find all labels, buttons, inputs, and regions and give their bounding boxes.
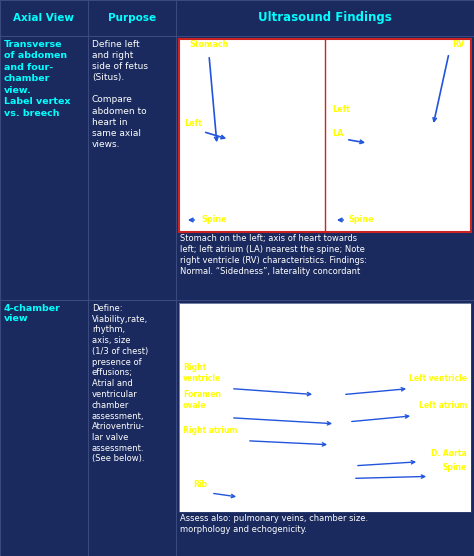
Text: Define:
Viability,rate,
rhythm,
axis, size
(1/3 of chest)
presence of
effusions;: Define: Viability,rate, rhythm, axis, si… — [92, 304, 148, 464]
Text: Foramen
ovale: Foramen ovale — [183, 390, 221, 410]
Text: Ultrasound Findings: Ultrasound Findings — [258, 12, 392, 24]
Text: Right
ventricle: Right ventricle — [183, 363, 221, 383]
Bar — [179, 303, 471, 512]
Text: Left atrium: Left atrium — [419, 401, 467, 410]
Text: Stomach: Stomach — [189, 40, 228, 49]
Text: Spine: Spine — [443, 463, 467, 473]
Text: Left ventricle: Left ventricle — [409, 374, 467, 383]
Text: D. Aorta: D. Aorta — [431, 449, 467, 458]
Text: Right atrium: Right atrium — [183, 426, 237, 435]
Text: Purpose: Purpose — [108, 13, 156, 23]
Text: Rib: Rib — [193, 480, 207, 489]
Text: Left: Left — [184, 119, 202, 128]
Text: Left: Left — [332, 105, 350, 115]
Text: 4-chamber
view: 4-chamber view — [4, 304, 61, 324]
Text: RV: RV — [453, 40, 465, 49]
Text: LA: LA — [332, 128, 343, 137]
Text: Stomach on the left; axis of heart towards
left; left atrium (LA) nearest the sp: Stomach on the left; axis of heart towar… — [180, 234, 367, 276]
Bar — [179, 39, 471, 232]
Text: Axial View: Axial View — [13, 13, 74, 23]
Text: Assess also: pulmonary veins, chamber size.
morphology and echogenicity.: Assess also: pulmonary veins, chamber si… — [180, 514, 368, 534]
Text: Spine: Spine — [201, 215, 227, 224]
Text: Spine: Spine — [348, 215, 374, 224]
Text: Define left
and right
side of fetus
(Situs).

Compare
abdomen to
heart in
same a: Define left and right side of fetus (Sit… — [92, 40, 148, 149]
Text: Transverse
of abdomen
and four-
chamber
view.
Label vertex
vs. breech: Transverse of abdomen and four- chamber … — [4, 40, 71, 118]
